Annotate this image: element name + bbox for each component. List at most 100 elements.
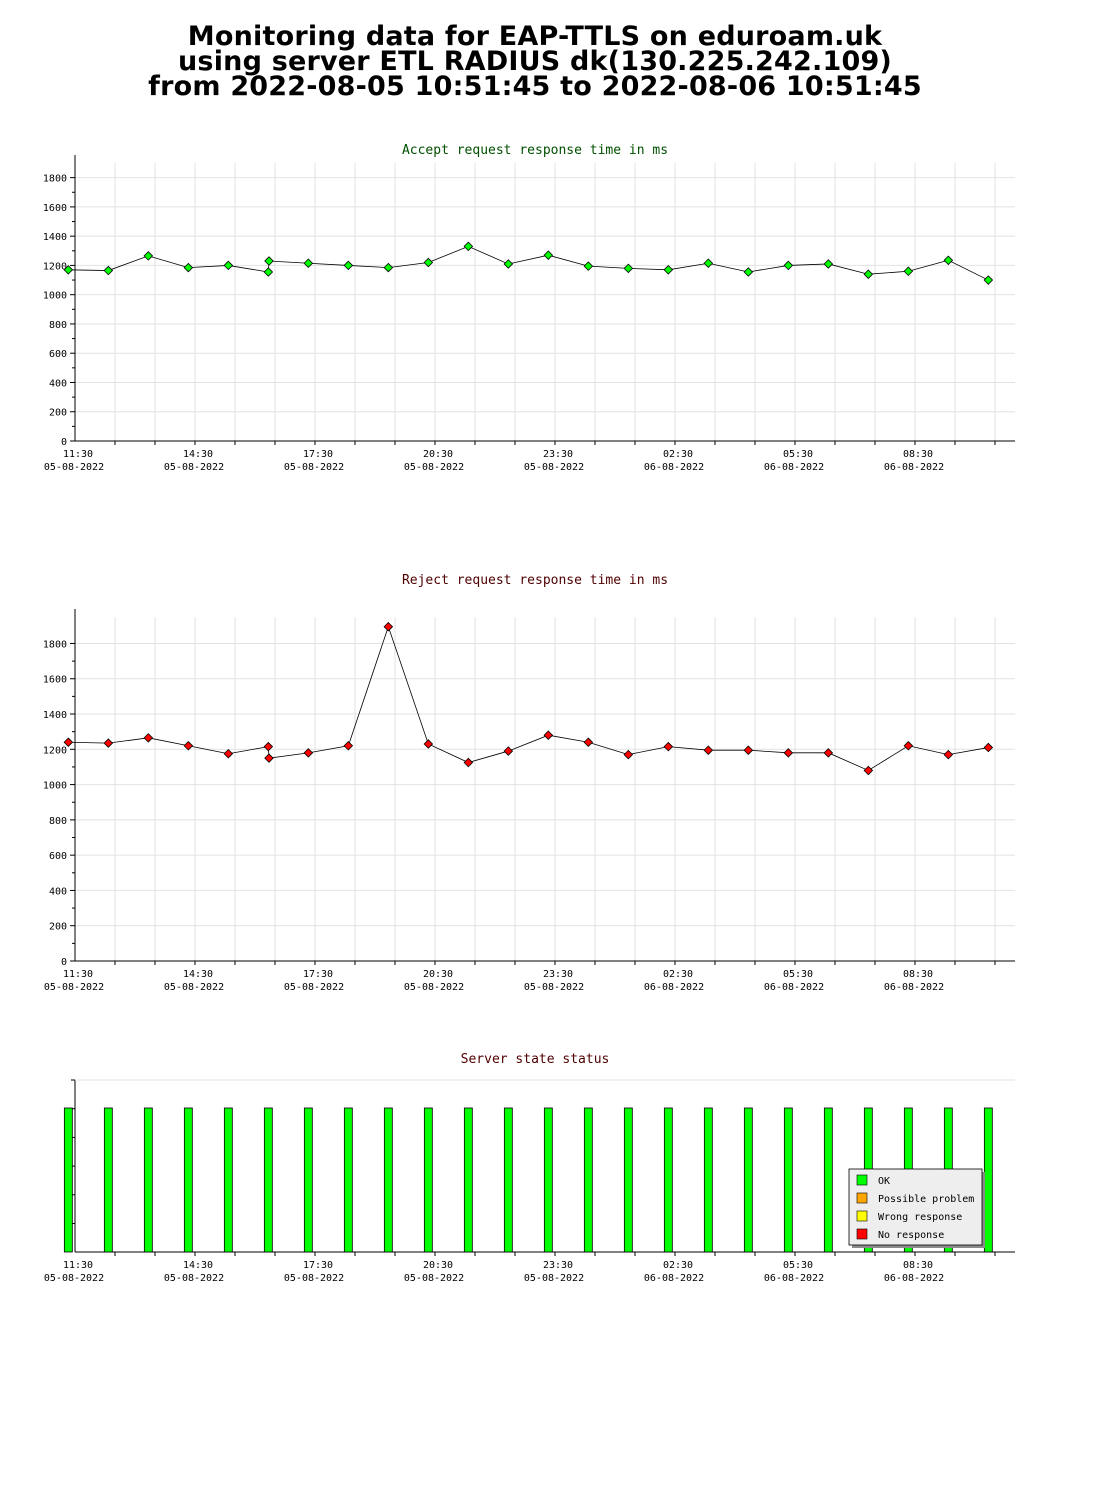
x-tick-label-time: 23:30 [543,969,573,980]
x-tick-label-time: 11:30 [63,969,93,980]
x-tick-label-time: 08:30 [903,969,933,980]
y-tick-label: 800 [49,320,67,331]
data-point [183,262,194,273]
x-tick-label-date: 05-08-2022 [284,982,344,993]
data-point [983,275,994,285]
x-tick-label-time: 14:30 [183,1260,213,1271]
data-point [463,757,474,768]
x-tick-label-date: 06-08-2022 [764,982,824,993]
x-tick-label-time: 14:30 [183,969,213,980]
status-bar [303,1107,313,1253]
data-point [823,259,834,269]
status-bar [623,1107,633,1253]
x-tick-label-time: 23:30 [543,1260,573,1271]
data-point [423,739,434,749]
x-tick-label-time: 05:30 [783,969,813,980]
x-tick-label-time: 05:30 [783,1260,813,1271]
status-bar [823,1107,833,1253]
x-tick-label-time: 02:30 [663,449,693,460]
data-point [743,745,754,755]
chart-title: Server state status [461,1052,610,1067]
data-point [943,255,954,266]
data-point [343,741,354,751]
data-point [303,748,314,758]
x-tick-label-date: 05-08-2022 [284,462,344,473]
data-point [183,741,194,751]
y-tick-label: 1000 [43,291,67,302]
data-point [343,260,354,271]
x-tick-label-date: 05-08-2022 [164,462,224,473]
data-point [863,765,874,776]
status-bar [183,1107,193,1253]
x-tick-label-date: 05-08-2022 [404,1273,464,1284]
reject-response-chart: Reject request response time in ms 0 200 40… [43,573,1015,993]
title-line-3: from 2022-08-05 10:51:45 to 2022-08-06 1… [148,71,922,102]
y-tick-label: 400 [49,378,67,389]
status-bar [343,1107,353,1253]
x-tick-label-date: 05-08-2022 [404,462,464,473]
x-tick-label-date: 05-08-2022 [524,982,584,993]
x-tick-label-time: 17:30 [303,449,333,460]
page-title: Monitoring data for EAP-TTLS on eduroam.… [0,21,1070,102]
y-tick-label: 1600 [43,675,67,686]
status-bar [743,1107,753,1253]
x-tick-label-time: 20:30 [423,969,453,980]
status-bar [223,1107,233,1253]
data-point [264,753,274,763]
x-tick-label-date: 05-08-2022 [524,1273,584,1284]
y-tick-label: 200 [49,408,67,419]
y-tick-label: 600 [49,851,67,862]
status-bar [423,1107,433,1253]
y-tick-label: 200 [49,922,67,933]
status-bar [983,1107,993,1253]
data-point [143,251,154,261]
status-bar [263,1107,273,1253]
y-tick-label: 1800 [43,639,67,650]
data-point [743,267,754,277]
data-point [543,250,554,260]
x-tick-label-time: 11:30 [63,1260,93,1271]
x-tick-label-time: 17:30 [303,969,333,980]
x-tick-label-time: 05:30 [783,449,813,460]
data-point [983,742,994,753]
data-point [863,269,874,279]
y-tick-label: 1800 [43,174,67,185]
x-tick-label-date: 05-08-2022 [284,1273,344,1284]
data-point [263,741,274,752]
status-bar [583,1107,593,1253]
chart-title: Accept request response time in ms [402,143,668,158]
y-tick-label: 1200 [43,261,67,272]
data-point [303,258,314,268]
data-point [103,738,114,748]
x-tick-label-time: 08:30 [903,1260,933,1271]
title-line-1: Monitoring data for EAP-TTLS on eduroam.… [187,21,883,52]
legend-label: Possible problem [878,1194,974,1205]
x-tick-label-time: 08:30 [903,449,933,460]
status-bar [703,1107,713,1253]
legend-box [848,1168,983,1246]
legend-swatch [856,1210,868,1222]
accept-response-chart: Accept request response time in ms 0 200 40… [43,143,1015,473]
status-bar [663,1107,673,1253]
x-tick-label-date: 06-08-2022 [884,982,944,993]
data-point [383,262,394,273]
x-tick-label-time: 20:30 [423,449,453,460]
x-tick-label-date: 05-08-2022 [44,462,104,473]
y-tick-label: 1600 [43,203,67,214]
data-point [663,741,674,752]
data-point [264,256,274,266]
legend-swatch [856,1192,868,1204]
data-point [663,265,674,275]
data-point [463,241,474,252]
x-tick-label-time: 20:30 [423,1260,453,1271]
x-tick-label-date: 06-08-2022 [764,462,824,473]
data-point [423,257,434,268]
x-tick-label-date: 06-08-2022 [644,982,704,993]
legend-label: OK [878,1176,890,1187]
data-point [903,266,914,277]
data-point [223,748,234,759]
data-point [583,261,594,271]
legend-swatch [856,1228,868,1240]
data-point [623,749,634,760]
